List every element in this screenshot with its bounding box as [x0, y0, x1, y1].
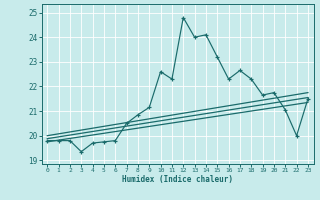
X-axis label: Humidex (Indice chaleur): Humidex (Indice chaleur)	[122, 175, 233, 184]
